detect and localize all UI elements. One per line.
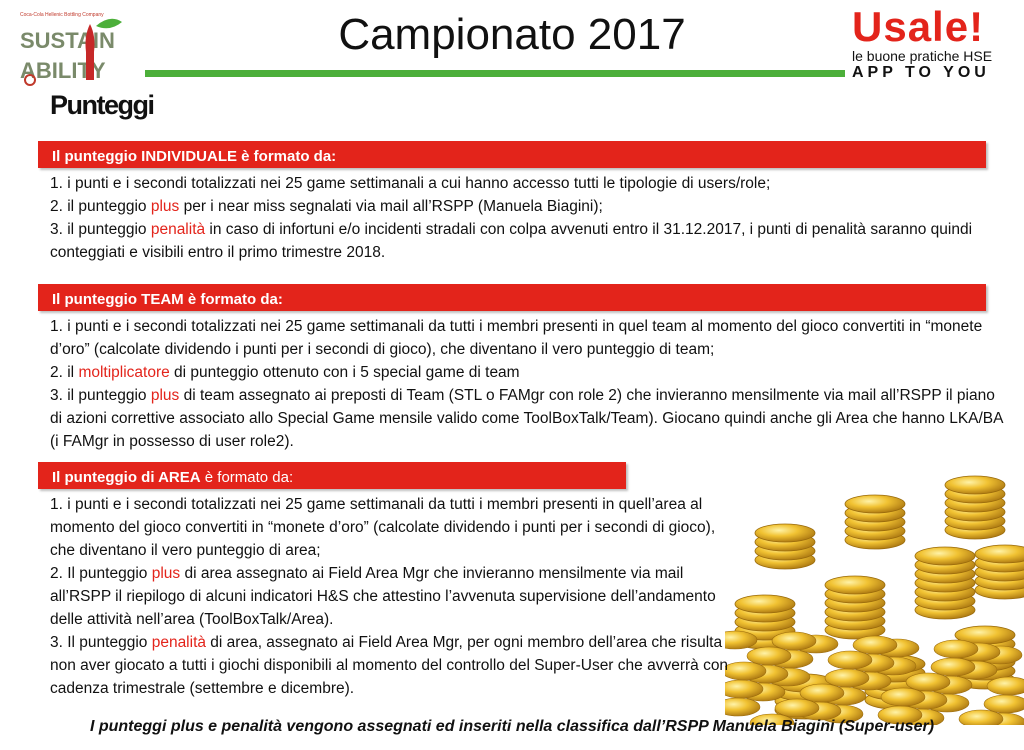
area-band-label: Il punteggio di AREA è formato da: [52, 469, 294, 486]
title-underline [145, 70, 845, 77]
usale-slogan: APP TO YOU [852, 64, 990, 81]
individual-list: 1. i punti e i secondi totalizzati nei 2… [50, 172, 980, 264]
recycle-icon [24, 74, 36, 86]
sustainability-logo: Coca-Cola Hellenic Bottling Company SUST… [18, 8, 138, 88]
area-band: Il punteggio di AREA è formato da: [38, 462, 626, 489]
individual-band-label: Il punteggio INDIVIDUALE è formato da: [52, 148, 337, 165]
list-item: 2. il moltiplicatore di punteggio ottenu… [50, 364, 520, 381]
page-title: Campionato 2017 [338, 10, 686, 59]
list-item: 2. il punteggio plus per i near miss seg… [50, 198, 603, 215]
individual-band: Il punteggio INDIVIDUALE è formato da: [38, 141, 986, 168]
section-heading: Punteggi [50, 90, 155, 120]
list-item: 1. i punti e i secondi totalizzati nei 2… [50, 175, 771, 192]
gold-coins-image [712, 440, 1024, 733]
list-item: 3. il punteggio plus di team assegnato a… [50, 387, 1003, 450]
list-item: 3. Il punteggio penalità di area, assegn… [50, 634, 729, 697]
gold-coins-icon [712, 475, 1024, 733]
usale-tagline: le buone pratiche HSE [852, 48, 993, 64]
logo-small-text: Coca-Cola Hellenic Bottling Company [20, 12, 104, 18]
leaf-icon [96, 18, 122, 29]
logo-line1: SUSTAIN [20, 28, 115, 53]
team-band-label: Il punteggio TEAM è formato da: [52, 291, 283, 308]
team-band: Il punteggio TEAM è formato da: [38, 284, 986, 311]
list-item: 3. il punteggio penalità in caso di info… [50, 221, 973, 261]
list-item: 1. i punti e i secondi totalizzati nei 2… [50, 496, 716, 559]
usale-brand: Usale! [852, 3, 985, 50]
bottle-icon [85, 24, 95, 80]
list-item: 1. i punti e i secondi totalizzati nei 2… [50, 318, 983, 358]
usale-logo: Usale! le buone pratiche HSE APP TO YOU [852, 6, 1002, 86]
footer-note: I punteggi plus e penalità vengono asseg… [89, 718, 935, 735]
team-list: 1. i punti e i secondi totalizzati nei 2… [50, 315, 1005, 453]
list-item: 2. Il punteggio plus di area assegnato a… [50, 565, 716, 628]
area-list: 1. i punti e i secondi totalizzati nei 2… [50, 493, 740, 700]
